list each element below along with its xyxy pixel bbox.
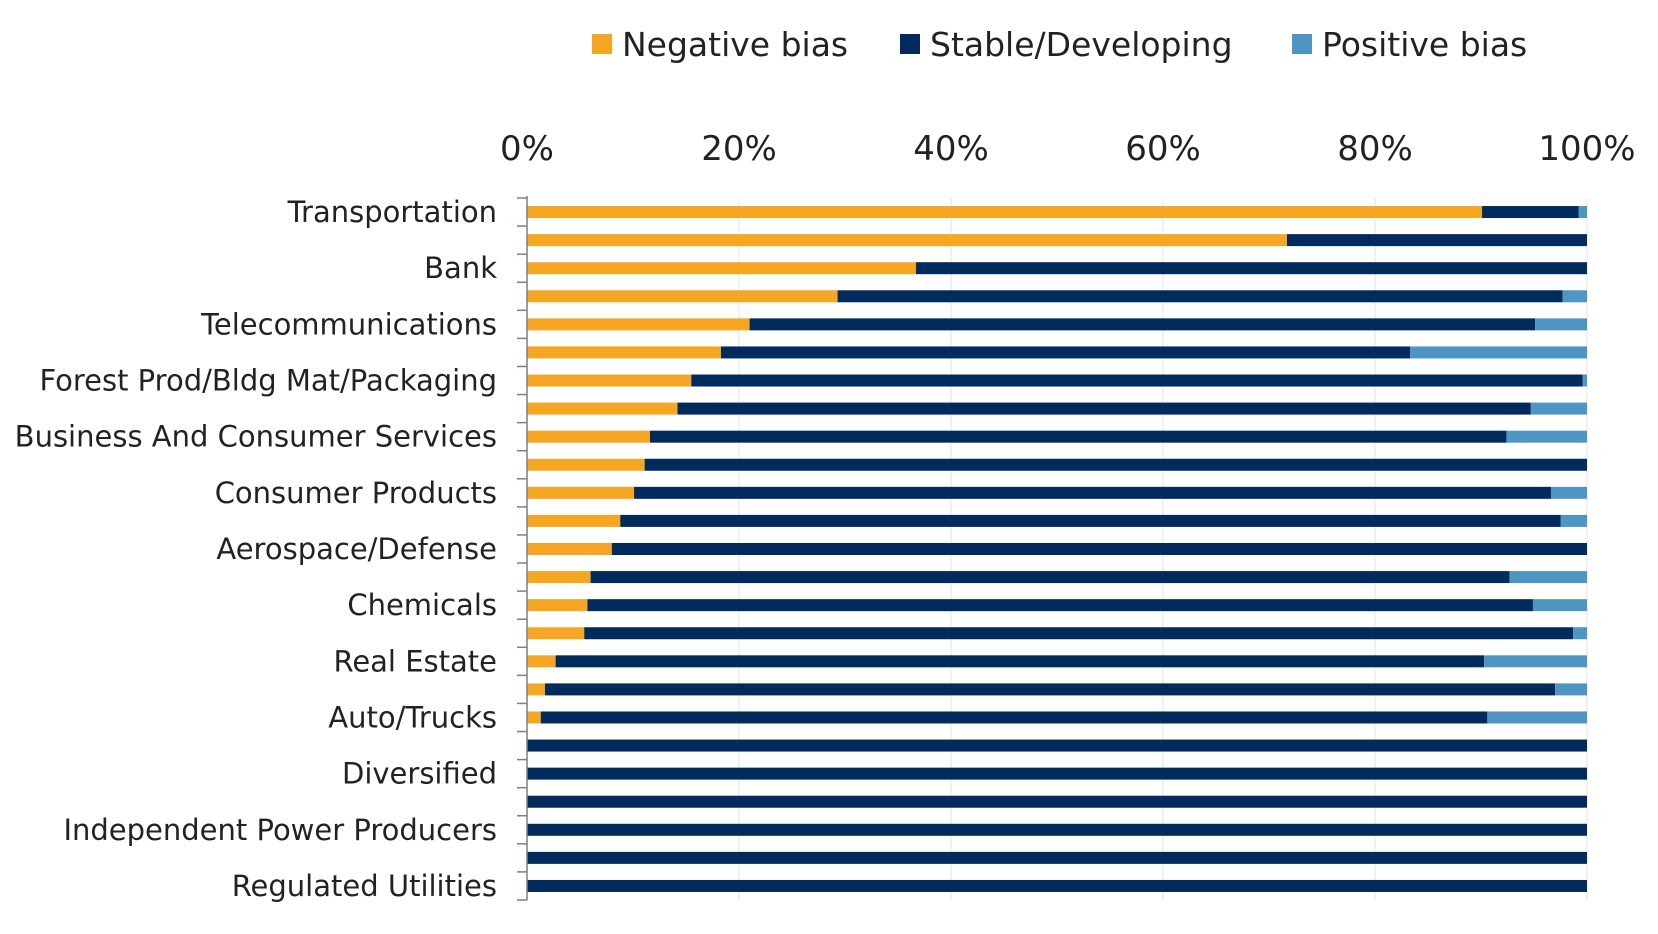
bar-segment-negative <box>527 486 635 499</box>
bar-segment-negative <box>527 711 541 724</box>
legend-item-negative: Negative bias <box>592 25 848 64</box>
category-label: Business And Consumer Services <box>15 420 497 454</box>
category-label: Aerospace/Defense <box>216 532 497 566</box>
axes <box>517 196 528 901</box>
bar-segment-negative <box>527 655 556 668</box>
bar-segment-positive <box>1535 318 1587 331</box>
bar-segment-stable <box>1482 206 1579 219</box>
bar-segment-positive <box>1506 430 1587 443</box>
bar-segment-positive <box>1560 514 1587 527</box>
bar-segment-positive <box>1550 486 1587 499</box>
bar-segment-positive <box>1509 571 1587 584</box>
bar-segment-stable <box>527 767 1587 780</box>
category-labels: Transportation Bank Telecommunications Fore… <box>15 195 498 903</box>
bar-segment-stable <box>677 402 1531 415</box>
bar-segment-negative <box>527 599 588 612</box>
bar-segment-positive <box>1532 599 1587 612</box>
bar-segment-stable <box>527 739 1587 752</box>
bar-segment-positive <box>1578 206 1587 219</box>
bar-segment-negative <box>527 262 917 275</box>
bar-segment-stable <box>644 458 1587 471</box>
legend-swatch-negative <box>592 34 612 54</box>
bar-segment-stable <box>620 514 1561 527</box>
bar-segment-positive <box>1409 346 1587 359</box>
bar-segment-negative <box>527 627 585 640</box>
x-tick-label: 100% <box>1538 129 1635 169</box>
bar-segment-stable <box>555 655 1485 668</box>
legend-item-stable: Stable/Developing <box>900 25 1233 64</box>
bar-segment-negative <box>527 402 678 415</box>
bar-segment-positive <box>1562 290 1587 303</box>
x-tick-label: 40% <box>913 129 989 169</box>
bar-segment-stable <box>590 571 1510 584</box>
bar-segment-negative <box>527 290 838 303</box>
category-label: Real Estate <box>333 644 497 678</box>
legend-item-positive: Positive bias <box>1292 25 1527 64</box>
bar-segment-stable <box>527 879 1587 892</box>
bar-segment-stable <box>527 823 1587 836</box>
bar-segment-negative <box>527 374 692 387</box>
bar-segment-stable <box>611 543 1587 555</box>
legend-label-positive: Positive bias <box>1322 25 1527 64</box>
legend-label-negative: Negative bias <box>622 25 848 64</box>
bar-segment-negative <box>527 430 650 443</box>
bar-segment-negative <box>527 206 1483 219</box>
bar-segment-negative <box>527 514 621 527</box>
bar-segment-negative <box>527 234 1288 247</box>
legend-label-stable: Stable/Developing <box>930 25 1233 64</box>
category-label: Bank <box>424 251 497 285</box>
bar-segment-stable <box>1287 234 1587 247</box>
bar-segment-stable <box>749 318 1536 331</box>
bar-segment-stable <box>649 430 1507 443</box>
bar-segment-stable <box>634 486 1551 499</box>
bar-segment-stable <box>584 627 1574 640</box>
x-tick-label: 20% <box>701 129 777 169</box>
category-label: Diversified <box>342 757 497 791</box>
bars <box>527 206 1587 892</box>
legend-swatch-stable <box>900 34 920 54</box>
bar-segment-positive <box>1573 627 1587 640</box>
bar-segment-stable <box>916 262 1587 275</box>
category-label: Chemicals <box>347 588 497 622</box>
bar-segment-positive <box>1582 374 1587 387</box>
x-tick-label: 60% <box>1125 129 1201 169</box>
bar-segment-stable <box>691 374 1583 387</box>
bar-segment-negative <box>527 543 612 555</box>
bar-segment-stable <box>527 851 1587 864</box>
bar-segment-negative <box>527 346 721 359</box>
category-label: Transportation <box>287 195 497 229</box>
bar-segment-stable <box>540 711 1488 724</box>
bar-segment-stable <box>837 290 1563 303</box>
category-label: Regulated Utilities <box>232 869 497 903</box>
bar-segment-positive <box>1530 402 1587 415</box>
bar-segment-stable <box>545 683 1556 696</box>
bar-segment-positive <box>1555 683 1587 696</box>
bar-segment-stable <box>587 599 1533 612</box>
category-label: Telecommunications <box>200 307 497 341</box>
bar-segment-negative <box>527 458 645 471</box>
bar-segment-negative <box>527 318 750 331</box>
bar-segment-positive <box>1484 655 1587 668</box>
bar-segment-positive <box>1487 711 1587 724</box>
bar-segment-stable <box>720 346 1410 359</box>
bar-segment-stable <box>527 795 1587 808</box>
x-tick-label: 80% <box>1337 129 1413 169</box>
category-label: Auto/Trucks <box>328 700 497 734</box>
x-tick-labels: 0% 20% 40% 60% 80% 100% <box>500 129 1636 169</box>
legend-swatch-positive <box>1292 34 1312 54</box>
bar-segment-negative <box>527 683 546 696</box>
x-tick-label: 0% <box>500 129 554 169</box>
category-label: Independent Power Producers <box>63 813 497 847</box>
legend: Negative bias Stable/Developing Positive b… <box>592 25 1527 64</box>
bar-segment-negative <box>527 571 591 584</box>
category-label: Forest Prod/Bldg Mat/Packaging <box>39 364 497 398</box>
category-label: Consumer Products <box>215 476 497 510</box>
